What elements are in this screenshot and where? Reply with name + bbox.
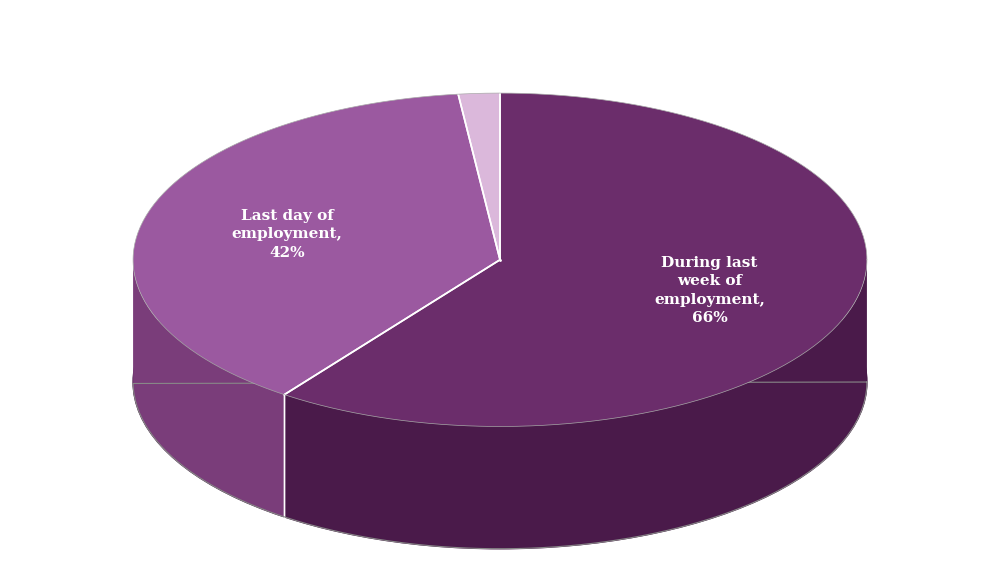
Polygon shape [284,260,867,549]
Polygon shape [284,93,867,426]
Text: During last
week of
employment,
66%: During last week of employment, 66% [654,256,765,325]
Ellipse shape [133,215,867,549]
Text: Last day of
employment,
42%: Last day of employment, 42% [232,209,343,260]
Polygon shape [458,93,500,260]
Text: Before last
week of
employment,
2%: Before last week of employment, 2% [385,14,496,83]
Polygon shape [133,260,284,517]
Polygon shape [133,94,500,395]
